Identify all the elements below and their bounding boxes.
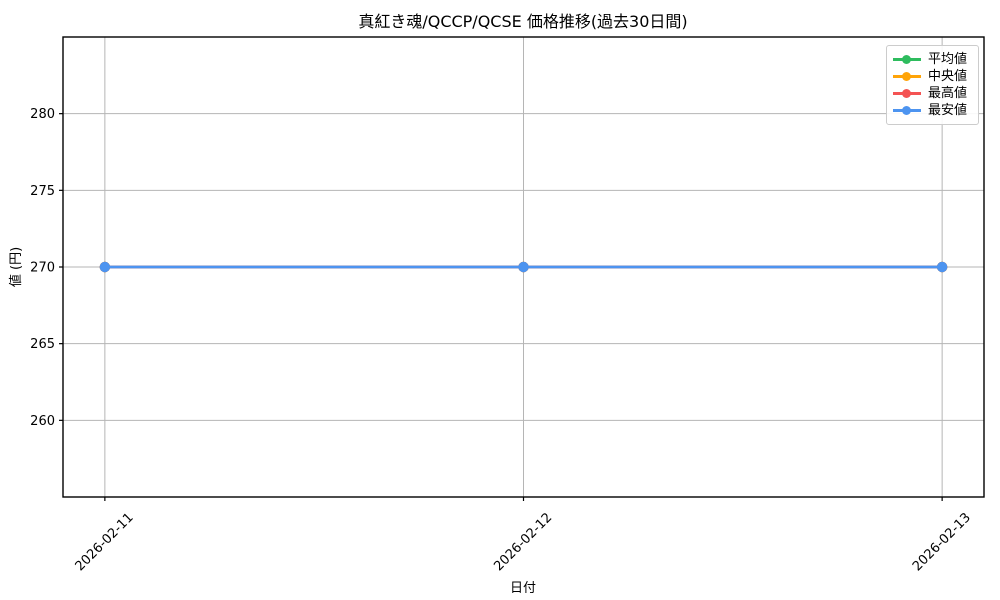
- legend-label: 中央値: [928, 69, 968, 84]
- legend-label: 最安値: [928, 103, 968, 118]
- data-point-marker: [99, 261, 111, 273]
- legend-item: 平均値: [893, 51, 972, 68]
- y-tick-label: 260: [30, 414, 55, 429]
- y-tick-label: 280: [30, 107, 55, 122]
- y-axis-label: 値 (円): [8, 247, 24, 287]
- legend-marker-icon: [893, 54, 921, 65]
- data-point-marker: [518, 261, 529, 273]
- data-point-marker: [936, 261, 948, 273]
- x-tick-label: 2026-02-11: [73, 510, 137, 574]
- x-tick-label: 2026-02-13: [910, 510, 974, 574]
- legend-label: 最高値: [928, 86, 968, 101]
- legend-item: 中央値: [893, 68, 972, 85]
- legend-label: 平均値: [928, 52, 968, 67]
- x-axis-label: 日付: [510, 581, 536, 596]
- y-tick-label: 275: [30, 184, 55, 199]
- y-tick-label: 265: [30, 337, 55, 352]
- legend-marker-icon: [893, 71, 921, 82]
- legend: 平均値中央値最高値最安値: [886, 45, 979, 125]
- y-tick-label: 270: [30, 261, 55, 276]
- chart-title: 真紅き魂/QCCP/QCSE 価格推移(過去30日間): [358, 12, 687, 31]
- legend-item: 最高値: [893, 85, 972, 102]
- legend-item: 最安値: [893, 102, 972, 119]
- legend-marker-icon: [893, 88, 921, 99]
- x-tick-label: 2026-02-12: [491, 510, 555, 574]
- legend-marker-icon: [893, 105, 921, 116]
